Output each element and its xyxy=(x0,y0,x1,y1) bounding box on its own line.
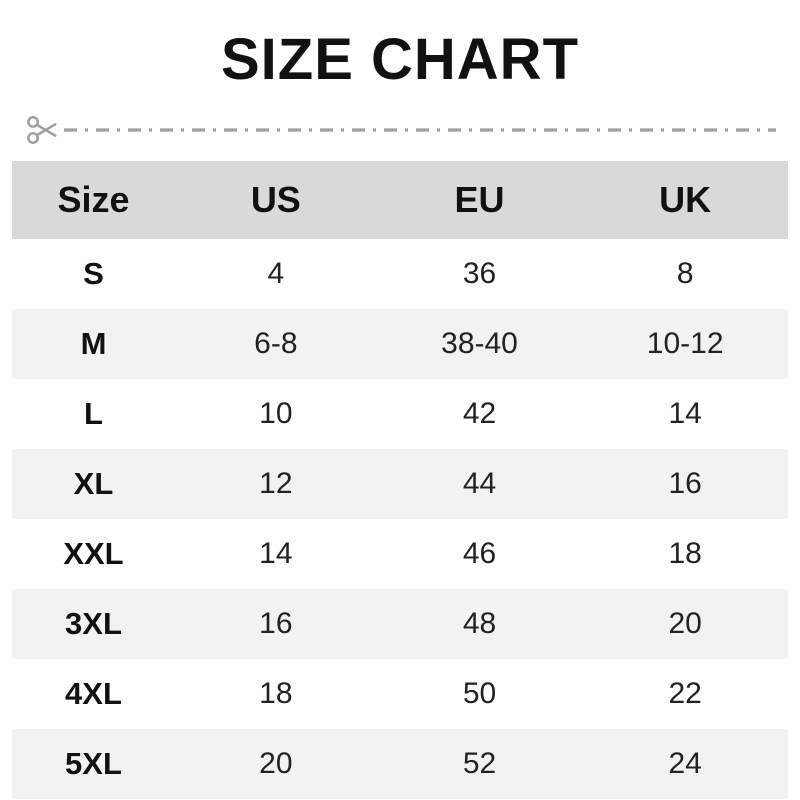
column-header-us: US xyxy=(174,161,377,239)
eu-value: 46 xyxy=(462,537,497,570)
eu-value: 44 xyxy=(462,467,497,500)
uk-value: 24 xyxy=(668,747,702,780)
size-label: 5XL xyxy=(65,746,122,781)
us-value: 14 xyxy=(259,537,293,570)
size-label: M xyxy=(80,326,107,361)
uk-value: 18 xyxy=(668,537,702,570)
table-row-s: S 4 36 8 xyxy=(12,239,788,309)
size-chart-table: Size US EU UK S 4 36 8 M 6-8 38-40 10-12… xyxy=(12,161,788,799)
scissors-icon xyxy=(27,116,57,144)
table-row-l: L 10 42 14 xyxy=(12,379,788,449)
table-row-4xl: 4XL 18 50 22 xyxy=(12,659,788,729)
us-value: 4 xyxy=(267,257,285,290)
table-row-xl: XL 12 44 16 xyxy=(12,449,788,519)
size-label: XXL xyxy=(63,536,124,571)
size-chart-page: SIZE CHART Size US EU UK S 4 xyxy=(0,26,800,800)
eu-value: 48 xyxy=(462,607,497,640)
page-title: SIZE CHART xyxy=(221,27,579,92)
table-row-m: M 6-8 38-40 10-12 xyxy=(12,309,788,379)
us-value: 10 xyxy=(259,397,293,430)
us-value: 16 xyxy=(259,607,293,640)
uk-value: 14 xyxy=(668,397,702,430)
column-header-size: Size xyxy=(12,161,175,239)
uk-value: 10-12 xyxy=(646,327,724,360)
table-row-3xl: 3XL 16 48 20 xyxy=(12,589,788,659)
uk-value: 8 xyxy=(676,257,694,290)
us-value: 20 xyxy=(259,747,293,780)
column-header-eu: EU xyxy=(376,161,583,239)
eu-value: 50 xyxy=(462,677,497,710)
size-label: 3XL xyxy=(65,606,122,641)
eu-value: 38-40 xyxy=(441,327,518,360)
uk-value: 16 xyxy=(668,467,702,500)
uk-value: 20 xyxy=(668,607,702,640)
eu-value: 52 xyxy=(462,747,497,780)
table-row-5xl: 5XL 20 52 24 xyxy=(12,729,788,799)
eu-value: 42 xyxy=(462,397,497,430)
us-value: 6-8 xyxy=(254,327,298,360)
uk-value: 22 xyxy=(668,677,702,710)
table-row-xxl: XXL 14 46 18 xyxy=(12,519,788,589)
header-row: Size US EU UK xyxy=(12,161,788,239)
us-value: 18 xyxy=(259,677,293,710)
size-label: L xyxy=(84,396,103,431)
size-label: S xyxy=(83,256,104,291)
eu-value: 36 xyxy=(462,257,497,290)
cut-line xyxy=(26,111,776,149)
dashed-cut-line xyxy=(64,128,776,132)
size-label: 4XL xyxy=(65,676,122,711)
size-label: XL xyxy=(73,466,114,501)
column-header-uk: UK xyxy=(582,161,788,239)
us-value: 12 xyxy=(259,467,293,500)
